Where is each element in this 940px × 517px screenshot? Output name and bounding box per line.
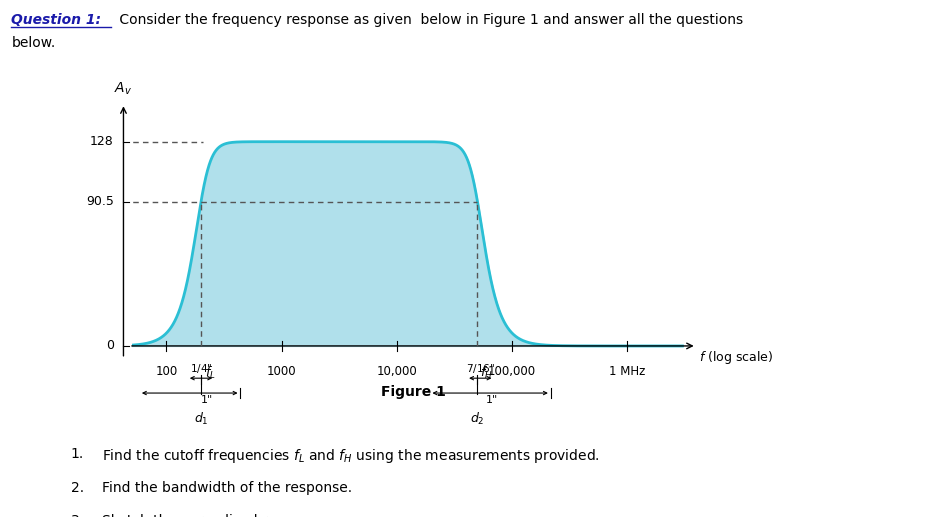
Text: $d_2$: $d_2$ xyxy=(470,411,485,427)
Text: 1.: 1. xyxy=(70,447,84,461)
Text: $d_1$: $d_1$ xyxy=(194,411,209,427)
Text: $f_L$: $f_L$ xyxy=(205,365,215,381)
Text: Sketch the normalized response.: Sketch the normalized response. xyxy=(102,514,329,517)
Text: Find the cutoff frequencies $f_L$ and $f_H$ using the measurements provided.: Find the cutoff frequencies $f_L$ and $f… xyxy=(102,447,600,465)
Text: 1": 1" xyxy=(200,395,212,405)
Text: $1/4$": $1/4$" xyxy=(190,362,212,375)
Text: 1 MHz: 1 MHz xyxy=(609,365,646,378)
Text: $f_H$: $f_H$ xyxy=(480,365,493,381)
Text: 0: 0 xyxy=(105,340,114,353)
Text: 2.: 2. xyxy=(70,481,84,495)
Text: 3.: 3. xyxy=(70,514,84,517)
Text: 100: 100 xyxy=(155,365,178,378)
Text: Find the bandwidth of the response.: Find the bandwidth of the response. xyxy=(102,481,352,495)
Text: $7/16$": $7/16$" xyxy=(465,362,494,375)
Text: 100,000: 100,000 xyxy=(488,365,536,378)
Text: $A_v$: $A_v$ xyxy=(115,81,133,97)
Text: 10,000: 10,000 xyxy=(377,365,417,378)
Text: $f$ (log scale): $f$ (log scale) xyxy=(698,349,773,366)
Text: 90.5: 90.5 xyxy=(86,195,114,208)
Text: 128: 128 xyxy=(90,135,114,148)
Text: Question 1:: Question 1: xyxy=(11,13,102,27)
Text: Figure 1: Figure 1 xyxy=(381,385,446,399)
Text: 1000: 1000 xyxy=(267,365,296,378)
Text: below.: below. xyxy=(11,36,55,50)
Text: 1": 1" xyxy=(485,395,497,405)
Text: Consider the frequency response as given  below in Figure 1 and answer all the q: Consider the frequency response as given… xyxy=(115,13,743,27)
